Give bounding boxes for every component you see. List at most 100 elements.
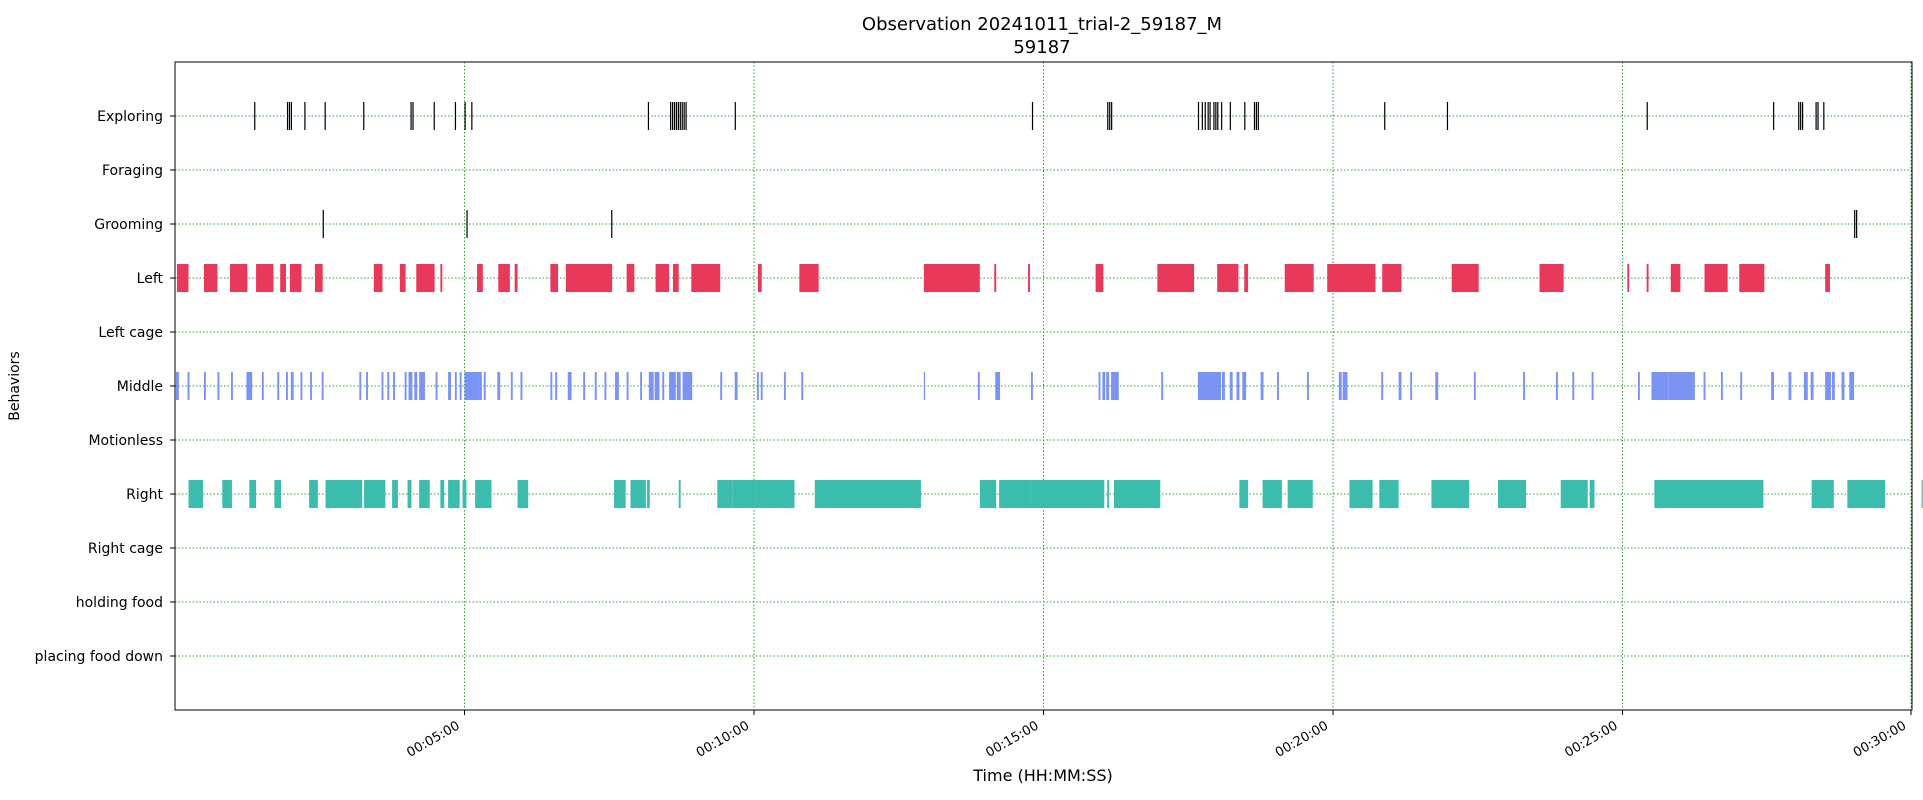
bar-middle [1771, 372, 1775, 400]
bar-middle [995, 372, 1001, 400]
bar-right [717, 480, 733, 508]
bar-middle [583, 372, 586, 400]
bar-exploring [1773, 102, 1775, 130]
bar-middle [187, 372, 190, 400]
bar-middle [1236, 372, 1240, 400]
bar-left [203, 264, 218, 292]
bar-right [1498, 480, 1502, 508]
bar-right [274, 480, 282, 508]
bar-left [799, 264, 819, 292]
bar-middle [1572, 372, 1575, 400]
bar-middle [1197, 372, 1222, 400]
bar-middle [1338, 372, 1342, 400]
bar-middle [1111, 372, 1119, 400]
x-axis-label: Time (HH:MM:SS) [972, 766, 1113, 785]
bar-middle [640, 372, 643, 400]
chart-title: Observation 20241011_trial-2_59187_M [862, 14, 1222, 35]
bar-left [477, 264, 483, 292]
bar-right [630, 480, 646, 508]
bar-middle [1473, 372, 1476, 400]
bar-left [691, 264, 721, 292]
bar-exploring [670, 102, 672, 130]
bar-exploring [1229, 102, 1231, 130]
bar-left [994, 264, 997, 292]
bar-exploring [681, 102, 683, 130]
x-tick-label: 00:10:00 [694, 718, 752, 760]
bar-middle [1398, 372, 1402, 400]
bar-middle [520, 372, 523, 400]
bar-exploring [679, 102, 681, 130]
bar-right [364, 480, 386, 508]
bar-left [256, 264, 274, 292]
bar-right [1743, 480, 1764, 508]
bar-exploring [1215, 102, 1217, 130]
bar-right [249, 480, 257, 508]
bar-exploring [1213, 102, 1215, 130]
bar-exploring [673, 102, 676, 130]
bar-grooming [611, 210, 613, 238]
bar-right [309, 480, 318, 508]
bar-left [1627, 264, 1630, 292]
bar-right [1811, 480, 1834, 508]
bar-grooming [1854, 210, 1856, 238]
bar-left [1739, 264, 1765, 292]
bar-middle [682, 372, 693, 400]
bar-middle [497, 372, 501, 400]
y-tick-label-motionless: Motionless [88, 433, 163, 449]
bar-right [448, 480, 460, 508]
bar-exploring [1815, 102, 1817, 130]
bar-left [1539, 264, 1564, 292]
bar-middle [393, 372, 396, 400]
bar-left [626, 264, 635, 292]
bar-exploring [1646, 102, 1648, 130]
bar-exploring [677, 102, 679, 130]
y-tick-label-left: Left [137, 271, 164, 287]
bar-left [1704, 264, 1728, 292]
bar-left [757, 264, 762, 292]
bar-middle [203, 372, 206, 400]
bar-middle [1740, 372, 1743, 400]
bar-exploring [1109, 102, 1111, 130]
bar-middle [1161, 372, 1164, 400]
bar-left [550, 264, 559, 292]
bar-exploring [410, 102, 412, 130]
bar-left [373, 264, 383, 292]
bar-middle [1591, 372, 1594, 400]
bar-middle [1106, 372, 1110, 400]
bar-middle [1435, 372, 1439, 400]
bar-middle [1523, 372, 1526, 400]
bar-exploring [304, 102, 306, 130]
bar-middle [359, 372, 362, 400]
bar-middle [550, 372, 553, 400]
bar-middle [1720, 372, 1723, 400]
bar-right [1499, 480, 1526, 508]
bar-middle [626, 372, 629, 400]
bar-middle [175, 372, 179, 400]
bar-right [419, 480, 430, 508]
bar-left [1451, 264, 1479, 292]
bar-middle [1788, 372, 1792, 400]
bar-exploring [1111, 102, 1113, 130]
bar-exploring [1253, 102, 1256, 130]
bar-middle [1030, 372, 1033, 400]
bar-exploring [1221, 102, 1223, 130]
bar-exploring [683, 102, 685, 130]
bar-middle [1803, 372, 1808, 400]
bar-left [565, 264, 613, 292]
bar-left [1327, 264, 1376, 292]
bar-right [325, 480, 363, 508]
bar-right [1031, 480, 1105, 508]
bar-exploring [454, 102, 457, 130]
bar-exploring [1800, 102, 1802, 130]
bar-middle [217, 372, 220, 400]
y-tick-label-exploring: Exploring [97, 109, 163, 125]
bar-right [1349, 480, 1373, 508]
bar-right [814, 480, 921, 508]
bar-right [1379, 480, 1399, 508]
bar-middle [567, 372, 572, 400]
bar-left [672, 264, 679, 292]
bar-exploring [324, 102, 326, 130]
x-axis: 00:05:00 00:10:00 00:15:00 00:20:00 00:25:00… [404, 710, 1912, 761]
bar-exploring [412, 102, 414, 130]
bar-left [280, 264, 286, 292]
